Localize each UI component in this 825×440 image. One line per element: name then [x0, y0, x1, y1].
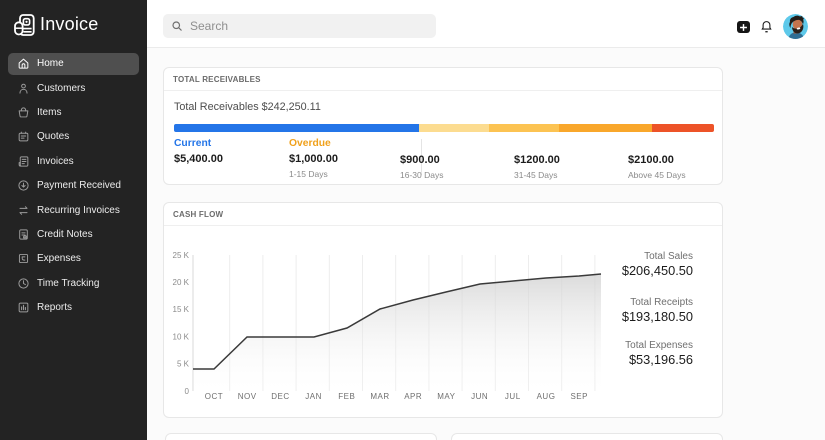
svg-text:MAY: MAY — [437, 392, 455, 401]
svg-text:APR: APR — [404, 392, 422, 401]
svg-text:MAR: MAR — [370, 392, 389, 401]
svg-text:JUN: JUN — [471, 392, 488, 401]
svg-text:NOV: NOV — [238, 392, 257, 401]
svg-text:15 K: 15 K — [173, 305, 190, 314]
svg-text:25 K: 25 K — [173, 251, 190, 260]
svg-text:JAN: JAN — [305, 392, 322, 401]
svg-text:0: 0 — [185, 387, 190, 396]
svg-text:DEC: DEC — [271, 392, 289, 401]
svg-text:JUL: JUL — [505, 392, 521, 401]
svg-text:FEB: FEB — [338, 392, 355, 401]
svg-text:OCT: OCT — [205, 392, 223, 401]
svg-text:SEP: SEP — [570, 392, 588, 401]
svg-text:AUG: AUG — [537, 392, 556, 401]
svg-text:5 K: 5 K — [177, 360, 190, 369]
svg-text:20 K: 20 K — [173, 278, 190, 287]
svg-text:10 K: 10 K — [173, 332, 190, 341]
